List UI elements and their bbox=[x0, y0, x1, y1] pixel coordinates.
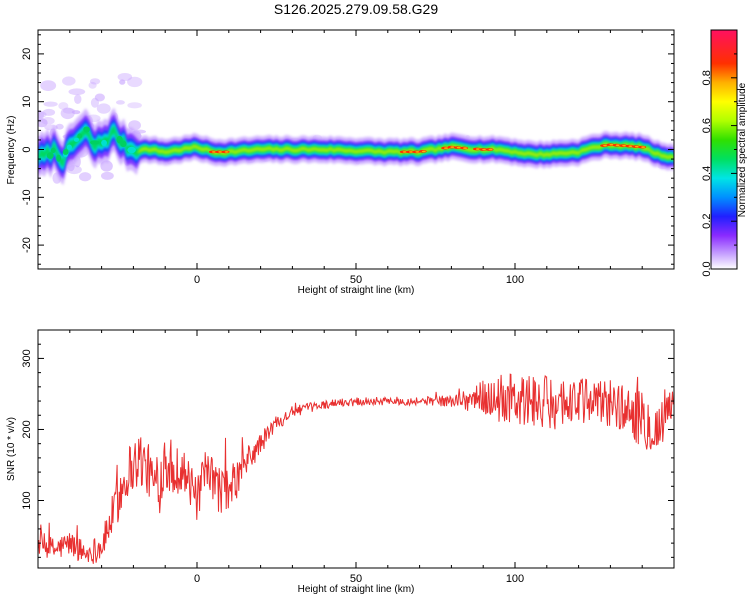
spectrogram-peak-core bbox=[211, 151, 216, 153]
colorbar-tick-label: 0.4 bbox=[701, 166, 713, 181]
snr-x-tick-label: 50 bbox=[350, 573, 362, 585]
spectrogram-noise-blob bbox=[94, 93, 105, 102]
spectrogram-peak-blob bbox=[62, 149, 69, 155]
spectrogram-y-tick-label: 20 bbox=[21, 48, 33, 60]
spectrogram-noise-blob bbox=[100, 171, 114, 180]
spectrogram-peak-core bbox=[628, 145, 633, 147]
spectrogram-x-tick-label: 0 bbox=[194, 274, 200, 286]
spectrogram-y-axis-label: Frequency (Hz) bbox=[6, 116, 17, 185]
spectrogram-peak-blob bbox=[66, 144, 72, 151]
spectrogram-peak-core bbox=[488, 148, 493, 151]
colorbar-tick-label: 0.6 bbox=[701, 118, 713, 133]
snr-y-tick-label: 200 bbox=[21, 420, 33, 438]
spectrogram-peak-core bbox=[450, 146, 455, 148]
spectrogram-noise-blob bbox=[38, 110, 47, 119]
spectrogram-peak-core bbox=[609, 143, 614, 146]
colorbar-tick-label: 0.0 bbox=[701, 261, 713, 276]
spectrogram-peak-core bbox=[409, 151, 414, 153]
spectrogram-peak-blob bbox=[101, 139, 107, 147]
spectrogram-noise-blob bbox=[117, 72, 133, 82]
spectrogram-noise-blob bbox=[127, 76, 143, 88]
colorbar-label: Normalized spectral amplitude bbox=[737, 82, 748, 217]
spectrogram-noise-blob bbox=[88, 81, 97, 89]
spectrogram-y-tick-label: 10 bbox=[21, 96, 33, 108]
spectrogram-noise-blob bbox=[96, 103, 111, 114]
colorbar: 0.0 0.2 0.4 0.6 0.8 Normalized spectral ampl… bbox=[701, 29, 748, 277]
spectrogram-marks bbox=[38, 72, 674, 186]
spectrogram-noise-blob bbox=[62, 76, 76, 86]
snr-y-tick-label: 300 bbox=[21, 349, 33, 367]
spectrogram-noise-blob bbox=[68, 88, 86, 96]
snr-y-axis-label: SNR (10 * v/v) bbox=[6, 417, 17, 481]
spectrogram-noise-blob bbox=[40, 80, 57, 91]
spectrogram-peak-core bbox=[444, 147, 449, 149]
snr-plot-area bbox=[38, 330, 674, 568]
spectrogram-peak-core bbox=[463, 147, 468, 149]
snr-y-tick-label: 100 bbox=[21, 491, 33, 509]
spectrogram-noise-blob bbox=[66, 165, 82, 175]
spectrogram-noise-blob bbox=[90, 97, 100, 108]
spectrogram-x-axis-label: Height of straight line (km) bbox=[298, 285, 415, 296]
spectrogram-noise-blob bbox=[100, 160, 113, 172]
spectrogram-panel: 0 50 100 -20 -10 0 10 20 Height of straight lin… bbox=[6, 29, 675, 296]
spectrogram-x-tick-label: 100 bbox=[506, 274, 524, 286]
spectrogram-peak-blob bbox=[73, 137, 80, 142]
spectrogram-noise-blob bbox=[78, 172, 92, 182]
spectrogram-y-tick-label: 0 bbox=[21, 146, 33, 152]
chart-title: S126.2025.279.09.58.G29 bbox=[274, 1, 438, 17]
spectrogram-peak-core bbox=[641, 146, 646, 148]
spectrogram-noise-blob bbox=[60, 107, 75, 120]
spectrogram-peak-blob bbox=[50, 147, 56, 154]
spectrogram-peak-core bbox=[218, 151, 223, 153]
spectrogram-peak-core bbox=[224, 151, 229, 153]
snr-frame bbox=[37, 329, 675, 569]
spectrogram-peak-core bbox=[402, 151, 407, 153]
spectrogram-peak-core bbox=[456, 146, 461, 149]
spectrogram-noise-blob bbox=[119, 79, 126, 85]
spectrogram-x-tick-label: 50 bbox=[350, 274, 362, 286]
spectrogram-noise-blob bbox=[42, 108, 56, 116]
spectrogram-peak-core bbox=[482, 148, 487, 151]
snr-x-tick-label: 0 bbox=[194, 573, 200, 585]
spectrogram-band-blue bbox=[38, 118, 674, 175]
spectrogram-peak-blob bbox=[127, 146, 136, 154]
spectrogram-peak-blob bbox=[46, 152, 54, 159]
colorbar-gradient bbox=[710, 29, 738, 270]
spectrogram-peak-core bbox=[634, 145, 639, 148]
spectrogram-peak-blob bbox=[77, 133, 83, 139]
spectrogram-peak-core bbox=[415, 151, 420, 153]
spectrogram-y-tick-label: -20 bbox=[21, 237, 33, 253]
spectrogram-noise-blob bbox=[55, 123, 64, 130]
snr-panel: 0 50 100 100 200 300 Height of straight line … bbox=[6, 329, 675, 595]
spectrogram-peak-core bbox=[475, 148, 480, 150]
spectrogram-y-tick-label: -10 bbox=[21, 189, 33, 205]
spectrogram-noise-blob bbox=[127, 102, 142, 109]
colorbar-tick-label: 0.2 bbox=[701, 214, 713, 229]
snr-x-axis-label: Height of straight line (km) bbox=[298, 584, 415, 595]
spectrogram-peak-blob bbox=[56, 154, 62, 162]
colorbar-tick-label: 0.8 bbox=[701, 70, 713, 85]
spectrogram-peak-blob bbox=[120, 140, 127, 148]
spectrogram-peak-blob bbox=[89, 140, 100, 145]
spectrogram-noise-blob bbox=[89, 78, 101, 85]
spectrogram-frame bbox=[37, 29, 675, 270]
spectrogram-peak-core bbox=[421, 150, 426, 153]
spectrogram-peak-blob bbox=[83, 126, 90, 133]
snr-marks bbox=[38, 373, 674, 564]
spectrogram-peak-core bbox=[622, 144, 627, 147]
spectrogram-peak-core bbox=[615, 144, 620, 146]
spectrogram-noise-blob bbox=[115, 100, 125, 105]
snr-x-tick-label: 100 bbox=[506, 573, 524, 585]
snr-series-line bbox=[38, 373, 674, 564]
spectrogram-noise-blob bbox=[38, 109, 44, 121]
spectrogram-noise-blob bbox=[43, 101, 58, 107]
spectrogram-noise-blob bbox=[74, 94, 82, 105]
spectrogram-peak-core bbox=[603, 144, 608, 147]
colorbar-ticks: 0.0 0.2 0.4 0.6 0.8 bbox=[701, 53, 737, 277]
